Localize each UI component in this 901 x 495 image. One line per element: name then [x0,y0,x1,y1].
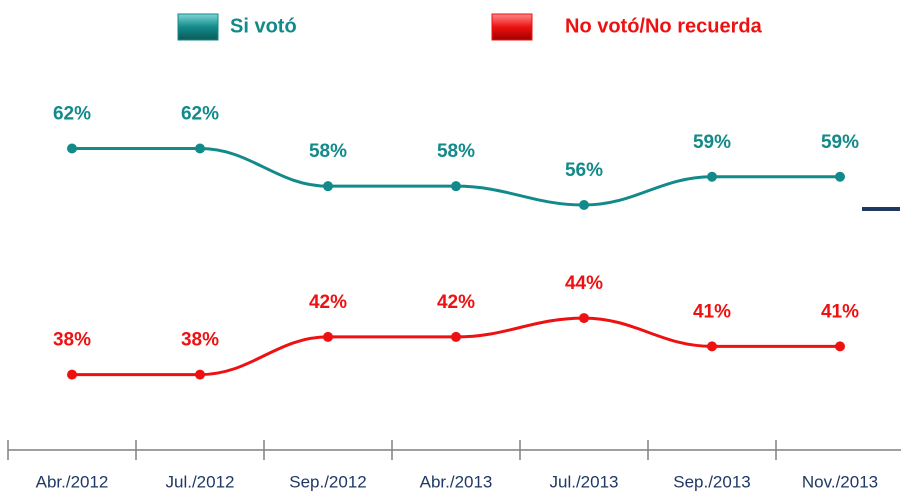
data-point [323,181,333,192]
data-label: 62% [181,104,219,125]
data-point [707,171,717,182]
data-point [195,143,205,154]
legend-swatch [491,13,533,41]
x-tick-label: Abr./2012 [36,472,109,491]
data-label: 42% [437,292,475,313]
data-point [579,200,589,211]
data-point [451,331,461,342]
data-point [67,369,77,380]
x-tick-label: Jul./2012 [166,472,235,491]
data-label: 42% [309,292,347,313]
data-point [195,369,205,380]
data-point [579,313,589,324]
data-label: 44% [565,273,603,294]
data-point [323,331,333,342]
data-label: 38% [181,330,219,351]
data-label: 58% [309,141,347,162]
x-tick-label: Abr./2013 [420,472,493,491]
data-label: 41% [693,301,731,322]
x-tick-label: Sep./2013 [673,472,751,491]
x-tick-label: Jul./2013 [550,472,619,491]
legend-label: No votó/No recuerda [565,15,763,37]
data-point [707,341,717,352]
legend-label: Si votó [230,15,297,37]
x-tick-label: Sep./2012 [289,472,367,491]
data-label: 59% [821,132,859,153]
data-label: 58% [437,141,475,162]
data-point [835,341,845,352]
data-label: 59% [693,132,731,153]
data-label: 56% [565,160,603,181]
data-point [67,143,77,154]
legend-swatch [177,13,219,41]
data-point [451,181,461,192]
x-tick-label: Nov./2013 [802,472,878,491]
data-label: 41% [821,301,859,322]
data-point [835,171,845,182]
data-label: 62% [53,104,91,125]
data-label: 38% [53,330,91,351]
